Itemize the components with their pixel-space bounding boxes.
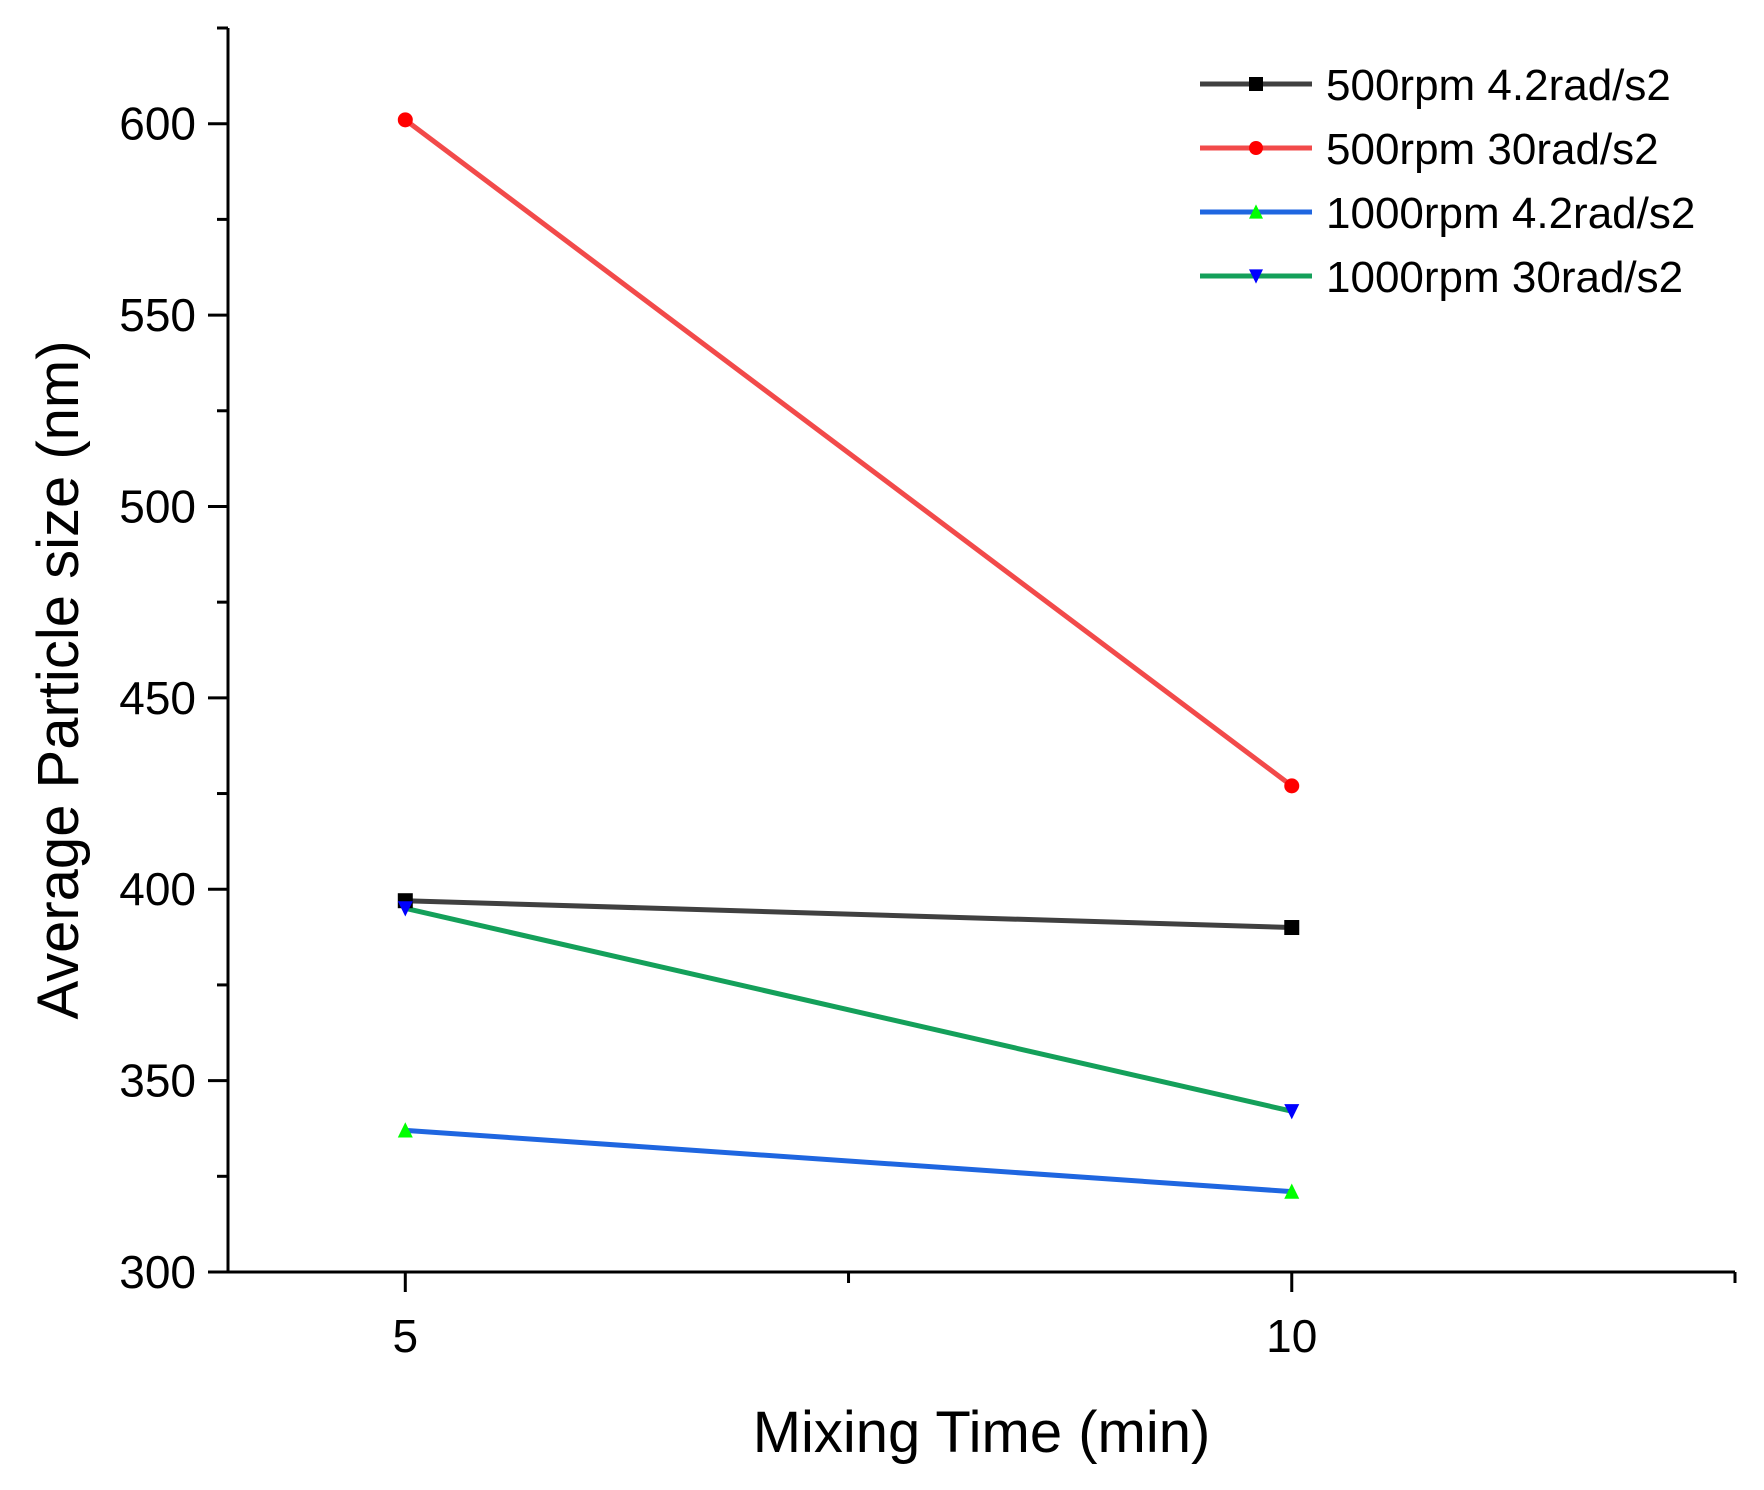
data-point: [397, 901, 413, 917]
y-tick-label: 550: [119, 289, 196, 341]
data-point: [1284, 920, 1300, 936]
series-line: [403, 117, 1294, 788]
series-lines: [403, 117, 1294, 1195]
data-point: [1284, 778, 1300, 794]
legend-label: 500rpm 30rad/s2: [1326, 125, 1659, 174]
y-axis-title: Average Particle size (nm): [26, 340, 91, 1019]
series-line: [405, 1127, 1292, 1195]
legend-marker: [1249, 77, 1263, 91]
x-tick-label: 10: [1266, 1310, 1317, 1362]
legend: 500rpm 4.2rad/s2 500rpm 30rad/s2 1000rpm 4…: [1200, 61, 1695, 302]
y-tick-label: 400: [119, 863, 196, 915]
legend-label: 1000rpm 30rad/s2: [1326, 253, 1683, 302]
legend-marker: [1249, 204, 1263, 219]
axes: 300 350 400 450 500 550 600 5 10: [119, 26, 1737, 1362]
data-point: [397, 112, 413, 128]
data-point: [1284, 1104, 1300, 1120]
legend-label: 1000rpm 4.2rad/s2: [1326, 189, 1695, 238]
legend-marker: [1249, 269, 1263, 284]
x-axis-title: Mixing Time (min): [753, 1400, 1211, 1465]
y-tick-label: 450: [119, 672, 196, 724]
series-line: [405, 898, 1292, 931]
y-tick-label: 300: [119, 1246, 196, 1298]
series-line: [404, 905, 1293, 1114]
legend-label: 500rpm 4.2rad/s2: [1326, 61, 1671, 110]
legend-marker: [1249, 141, 1263, 155]
y-tick-label: 600: [119, 98, 196, 150]
data-point: [397, 1122, 413, 1138]
y-tick-label: 500: [119, 480, 196, 532]
y-tick-label: 350: [119, 1055, 196, 1107]
x-tick-label: 5: [392, 1310, 418, 1362]
series-markers: [397, 112, 1300, 1199]
data-point: [1284, 1183, 1300, 1199]
